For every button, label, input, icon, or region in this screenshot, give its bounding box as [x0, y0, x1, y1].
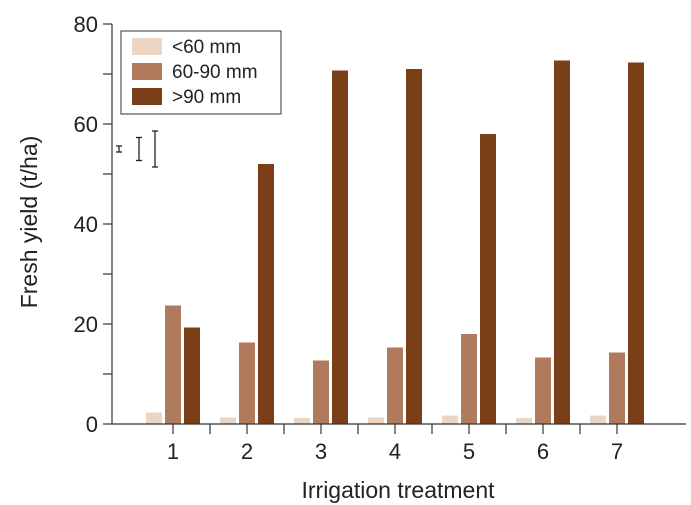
bar-series-3-cat-4: [406, 69, 422, 424]
bar-series-1-cat-3: [294, 418, 310, 424]
bar-series-1-cat-6: [516, 418, 532, 424]
x-tick-label: 7: [611, 439, 623, 464]
bar-series-1-cat-5: [442, 415, 458, 424]
legend-label-1: <60 mm: [172, 37, 241, 58]
bar-series-1-cat-1: [146, 412, 162, 424]
y-tick-label: 40: [74, 212, 98, 237]
bar-series-3-cat-7: [628, 62, 644, 424]
x-tick-label: 2: [241, 439, 253, 464]
bar-series-2-cat-6: [535, 357, 551, 424]
bar-series-2-cat-5: [461, 334, 477, 424]
bar-series-2-cat-4: [387, 347, 403, 424]
legend-swatch-1: [132, 38, 162, 55]
legend-swatch-2: [132, 63, 162, 80]
y-axis-title: Fresh yield (t/ha): [16, 136, 42, 309]
bar-series-2-cat-7: [609, 352, 625, 424]
y-tick-label: 60: [74, 112, 98, 137]
legend: <60 mm 60-90 mm >90 mm: [120, 30, 282, 115]
x-tick-label: 1: [167, 439, 179, 464]
y-tick-label: 80: [74, 12, 98, 37]
x-tick-label: 4: [389, 439, 401, 464]
legend-swatch-3: [132, 88, 162, 105]
bar-series-2-cat-3: [313, 360, 329, 424]
x-tick-label: 3: [315, 439, 327, 464]
error-bars-group: [116, 130, 158, 168]
bar-series-3-cat-1: [184, 327, 200, 424]
x-axis-title: Irrigation treatment: [301, 477, 495, 503]
bars-group: [146, 60, 644, 424]
y-tick-label: 0: [86, 412, 98, 437]
bar-series-3-cat-3: [332, 70, 348, 424]
bar-series-3-cat-5: [480, 134, 496, 424]
y-tick-label: 20: [74, 312, 98, 337]
bar-series-1-cat-7: [590, 415, 606, 424]
x-tick-label: 5: [463, 439, 475, 464]
bar-series-2-cat-2: [239, 342, 255, 424]
axes-group: 0 20 40 60 80 1 2 3 4 5 6 7: [74, 12, 686, 464]
bar-series-2-cat-1: [165, 305, 181, 424]
bar-series-3-cat-6: [554, 60, 570, 424]
legend-label-2: 60-90 mm: [172, 62, 258, 83]
bar-series-1-cat-4: [368, 417, 384, 424]
x-tick-label: 6: [537, 439, 549, 464]
legend-label-3: >90 mm: [172, 87, 241, 108]
bar-series-3-cat-2: [258, 164, 274, 424]
bar-series-1-cat-2: [220, 417, 236, 424]
